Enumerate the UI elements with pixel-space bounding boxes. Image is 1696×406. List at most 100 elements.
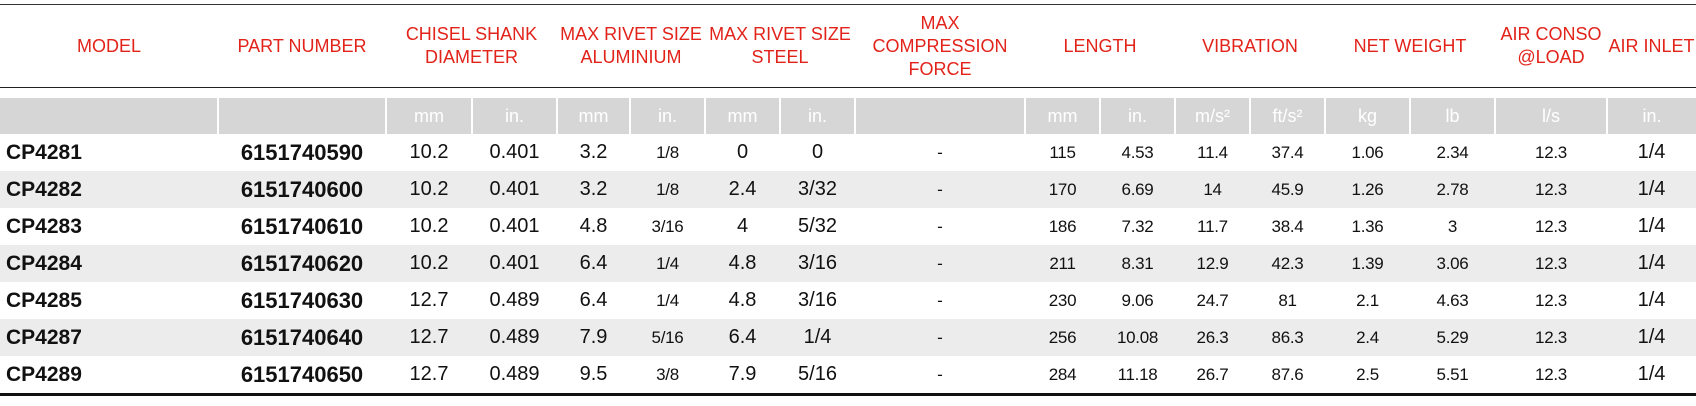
spec-table: MODEL PART NUMBER CHISEL SHANK DIAMETER … — [0, 4, 1696, 396]
cell-weight-lb: 3 — [1447, 216, 1458, 236]
cell-alu-mm: 6.4 — [557, 245, 630, 282]
cell-alu-in: 3/8 — [630, 356, 705, 396]
unit-cell: mm — [386, 98, 473, 134]
cell-shank-in: 0.489 — [489, 289, 540, 311]
unit-cell: l/s — [1495, 98, 1608, 134]
unit-cell: in. — [472, 98, 558, 134]
cell-len-mm: 170 — [1025, 171, 1100, 208]
cell-shank-in: 0.401 — [489, 141, 540, 163]
cell-inlet: 1/4 — [1637, 215, 1666, 237]
cell-vib-ms2: 26.7 — [1175, 356, 1250, 396]
unit-cell: in. — [630, 98, 706, 134]
cell-len-in: 10.08 — [1100, 319, 1175, 356]
cell-weight-kg: 1.39 — [1325, 245, 1410, 282]
cell-shank-mm: 12.7 — [386, 356, 472, 396]
cell-vib-ms2: 12.9 — [1175, 245, 1250, 282]
cell-model: CP4282 — [0, 171, 218, 208]
cell-weight-kg: 1.06 — [1351, 142, 1384, 162]
cell-vib-ms2: 14 — [1175, 171, 1250, 208]
cell-alu-in: 1/8 — [656, 142, 679, 162]
cell-weight-lb: 5.51 — [1410, 356, 1495, 396]
cell-len-mm: 211 — [1025, 245, 1100, 282]
cell-alu-in: 3/16 — [651, 216, 684, 236]
cell-len-mm: 186 — [1048, 216, 1077, 236]
cell-inlet: 1/4 — [1607, 319, 1696, 356]
cell-weight-lb: 5.29 — [1410, 319, 1495, 356]
cell-steel-in: 3/32 — [780, 171, 855, 208]
cell-weight-kg: 1.36 — [1351, 216, 1384, 236]
cell-steel-mm: 7.9 — [705, 356, 780, 396]
cell-vib-fts2: 37.4 — [1271, 142, 1304, 162]
unit-cell: m/s² — [1175, 98, 1251, 134]
cell-steel-in: 5/32 — [798, 215, 837, 237]
cell-vib-ms2: 26.3 — [1175, 319, 1250, 356]
cell-part: 6151740650 — [218, 356, 386, 396]
unit-cell: lb — [1410, 98, 1496, 134]
cell-steel-mm: 4 — [736, 215, 749, 237]
header-vibration: VIBRATION — [1175, 5, 1325, 88]
cell-model: CP4287 — [0, 319, 218, 356]
cell-weight-kg: 1.26 — [1325, 171, 1410, 208]
table-row: CP4284 6151740620 10.2 0.401 6.4 1/4 4.8 3/16-2… — [0, 245, 1696, 282]
cell-air-ls: 12.3 — [1535, 216, 1567, 236]
unit-row: mm in. mm in. mm in. mm in. m/s² ft/s² k… — [0, 98, 1696, 134]
unit-cell: mm — [705, 98, 781, 134]
cell-inlet: 1/4 — [1607, 171, 1696, 208]
cell-air-ls: 12.3 — [1535, 290, 1567, 310]
cell-weight-kg: 2.5 — [1325, 356, 1410, 396]
header-air-inlet: AIR INLET — [1607, 5, 1696, 88]
cell-air-ls: 12.3 — [1495, 171, 1607, 208]
cell-vib-fts2: 81 — [1278, 290, 1297, 310]
unit-cell: in. — [1607, 98, 1696, 134]
unit-cell: in. — [1100, 98, 1176, 134]
cell-shank-mm: 10.2 — [386, 171, 472, 208]
cell-alu-mm: 4.8 — [579, 215, 608, 237]
cell-vib-ms2: 11.7 — [1197, 216, 1228, 236]
unit-cell: mm — [557, 98, 631, 134]
cell-weight-lb: 4.63 — [1436, 290, 1469, 310]
header-row: MODEL PART NUMBER CHISEL SHANK DIAMETER … — [0, 5, 1696, 88]
cell-part: 6151740610 — [240, 213, 364, 239]
unit-cell: ft/s² — [1250, 98, 1326, 134]
unit-cell: mm — [1025, 98, 1101, 134]
cell-force: - — [937, 290, 943, 310]
cell-part: 6151740620 — [218, 245, 386, 282]
cell-alu-mm: 3.2 — [557, 171, 630, 208]
cell-inlet: 1/4 — [1637, 141, 1666, 163]
cell-model: CP4285 — [6, 288, 82, 312]
cell-shank-in: 0.401 — [472, 171, 557, 208]
cell-part: 6151740640 — [218, 319, 386, 356]
header-length: LENGTH — [1025, 5, 1175, 88]
unit-cell-empty — [218, 98, 387, 134]
table-row: CP4289 6151740650 12.7 0.489 9.5 3/8 7.9 5/16-2… — [0, 356, 1696, 396]
cell-force: - — [855, 171, 1025, 208]
cell-alu-in: 1/8 — [630, 171, 705, 208]
cell-weight-lb: 2.34 — [1436, 142, 1469, 162]
cell-shank-mm: 12.7 — [409, 289, 449, 311]
cell-len-mm: 115 — [1049, 142, 1076, 162]
cell-vib-fts2: 38.4 — [1271, 216, 1304, 236]
table-row: CP4283 6151740610 10.2 0.401 4.8 3/16 4 5/32 - 18… — [0, 208, 1696, 245]
cell-force: - — [855, 356, 1025, 396]
cell-air-ls: 12.3 — [1535, 142, 1567, 162]
cell-vib-fts2: 42.3 — [1250, 245, 1325, 282]
header-air-conso-load: AIR CONSO @LOAD — [1495, 5, 1607, 88]
table-row: CP4285 6151740630 12.7 0.489 6.4 1/4 4.8 3/16 - 2… — [0, 282, 1696, 319]
table-row: CP4281 6151740590 10.2 0.401 3.2 1/8 0 0 - 115 4.5… — [0, 134, 1696, 171]
cell-steel-mm: 4.8 — [705, 245, 780, 282]
unit-cell: kg — [1325, 98, 1411, 134]
cell-steel-mm: 4.8 — [728, 289, 757, 311]
header-max-compression-force: MAX COMPRESSION FORCE — [855, 5, 1025, 88]
cell-force: - — [855, 245, 1025, 282]
cell-air-ls: 12.3 — [1495, 356, 1607, 396]
cell-shank-mm: 12.7 — [386, 319, 472, 356]
cell-force: - — [855, 319, 1025, 356]
cell-steel-in: 5/16 — [780, 356, 855, 396]
header-max-rivet-steel: MAX RIVET SIZE STEEL — [705, 5, 855, 88]
cell-air-ls: 12.3 — [1495, 245, 1607, 282]
cell-inlet: 1/4 — [1607, 245, 1696, 282]
cell-model: CP4281 — [6, 140, 82, 164]
cell-model: CP4283 — [6, 214, 82, 238]
cell-alu-mm: 3.2 — [579, 141, 608, 163]
cell-weight-kg: 2.1 — [1356, 290, 1379, 310]
